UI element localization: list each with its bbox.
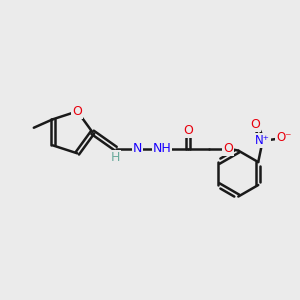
Text: H: H <box>110 152 120 164</box>
Text: O: O <box>72 105 82 118</box>
Text: N⁺: N⁺ <box>255 134 270 147</box>
Text: NH: NH <box>153 142 171 155</box>
Text: N: N <box>133 142 142 155</box>
Text: O: O <box>250 118 260 131</box>
Text: O⁻: O⁻ <box>276 131 292 144</box>
Text: O: O <box>223 142 233 155</box>
Text: O: O <box>183 124 193 137</box>
